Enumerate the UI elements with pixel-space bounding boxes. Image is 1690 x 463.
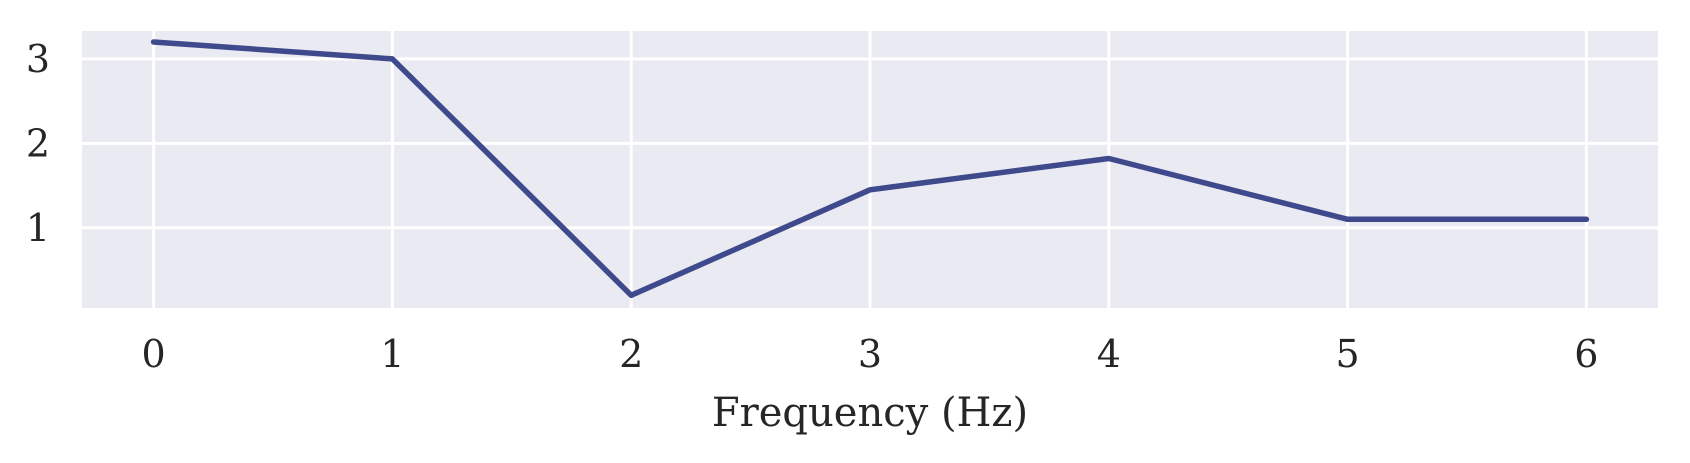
y-tick-label-1: 2 bbox=[26, 121, 50, 165]
y-tick-label-2: 3 bbox=[26, 37, 50, 81]
x-tick-label-0: 0 bbox=[142, 332, 166, 376]
x-tick-label-5: 5 bbox=[1335, 332, 1359, 376]
y-axis-ticks: 1 2 3 bbox=[26, 37, 50, 250]
series-group bbox=[150, 39, 1590, 299]
x-tick-label-6: 6 bbox=[1574, 332, 1598, 376]
x-tick-label-2: 2 bbox=[619, 332, 643, 376]
x-tick-label-3: 3 bbox=[858, 332, 882, 376]
x-axis-label: Frequency (Hz) bbox=[712, 390, 1028, 436]
y-tick-label-0: 1 bbox=[26, 206, 50, 250]
x-tick-label-4: 4 bbox=[1097, 332, 1121, 376]
x-tick-label-1: 1 bbox=[380, 332, 404, 376]
x-axis-ticks: 0 1 2 3 4 5 6 bbox=[142, 332, 1599, 376]
grid-lines bbox=[82, 31, 1658, 308]
